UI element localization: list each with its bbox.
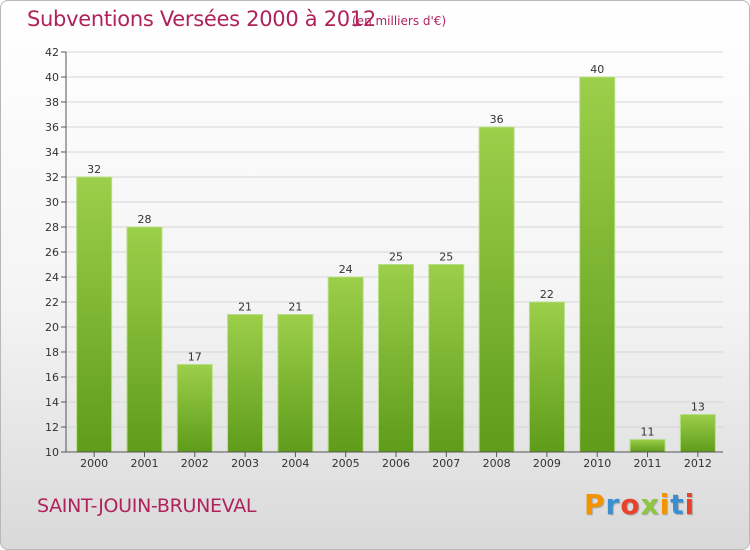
y-tick-label: 14 (45, 396, 59, 409)
bar-value-label: 22 (540, 288, 554, 301)
bar-value-label: 25 (439, 251, 453, 264)
bar-value-label: 11 (641, 426, 655, 439)
logo-letter: t (670, 488, 685, 521)
bar-2001 (126, 226, 163, 453)
y-tick-label: 34 (45, 146, 59, 159)
bar-2003 (227, 314, 264, 453)
y-tick-label: 38 (45, 96, 59, 109)
bar-value-label: 21 (288, 301, 302, 314)
x-tick-label: 2009 (533, 457, 561, 470)
bar-2009 (528, 301, 565, 453)
y-tick-label: 30 (45, 196, 59, 209)
bar-value-label: 24 (339, 263, 353, 276)
x-tick-label: 2011 (634, 457, 662, 470)
bar-2011 (629, 439, 666, 453)
bar-2010 (579, 76, 616, 453)
bar-2006 (378, 264, 414, 453)
x-tick-label: 2010 (583, 457, 611, 470)
y-tick-label: 12 (45, 421, 59, 434)
logo-letter: r (605, 488, 621, 521)
x-tick-label: 2000 (80, 457, 108, 470)
bar-value-label: 32 (87, 163, 101, 176)
y-tick-label: 40 (45, 71, 59, 84)
commune-name: SAINT-JOUIN-BRUNEVAL (37, 495, 257, 517)
bar-2005 (327, 276, 364, 453)
bar-2012 (679, 414, 716, 453)
y-tick-label: 26 (45, 246, 59, 259)
bar-value-label: 40 (590, 63, 604, 76)
x-tick-label: 2001 (130, 457, 158, 470)
y-tick-label: 32 (45, 171, 59, 184)
x-tick-label: 2002 (181, 457, 209, 470)
x-tick-label: 2005 (332, 457, 360, 470)
bar-value-label: 36 (490, 113, 504, 126)
bar-2000 (76, 176, 113, 453)
y-tick-label: 16 (45, 371, 59, 384)
bar-2004 (277, 314, 314, 453)
logo-letter: i (684, 488, 696, 521)
bar-value-label: 13 (691, 401, 705, 414)
chart-subtitle: (en milliers d'€) (352, 14, 447, 28)
logo-letter: P (584, 488, 606, 521)
proxiti-logo: Proxiti (584, 488, 695, 521)
y-tick-label: 18 (45, 346, 59, 359)
chart-title: Subventions Versées 2000 à 2012 (27, 7, 376, 31)
y-tick-label: 42 (45, 46, 59, 59)
y-tick-label: 10 (45, 446, 59, 459)
y-tick-label: 28 (45, 221, 59, 234)
x-tick-label: 2003 (231, 457, 259, 470)
bar-value-label: 25 (389, 251, 403, 264)
bar-2008 (478, 126, 515, 453)
y-tick-label: 36 (45, 121, 59, 134)
x-tick-label: 2012 (684, 457, 712, 470)
y-tick-label: 20 (45, 321, 59, 334)
bar-value-label: 28 (137, 213, 151, 226)
x-tick-label: 2004 (281, 457, 309, 470)
y-tick-label: 24 (45, 271, 59, 284)
x-tick-label: 2008 (483, 457, 511, 470)
bar-value-label: 17 (188, 351, 202, 364)
logo-letter: x (640, 488, 660, 521)
logo-letter: i (659, 488, 671, 521)
y-tick-label: 22 (45, 296, 59, 309)
logo-letter: o (620, 488, 641, 521)
bar-2007 (428, 264, 465, 453)
bar-value-label: 21 (238, 301, 252, 314)
bar-2002 (176, 364, 213, 453)
x-tick-label: 2006 (382, 457, 410, 470)
x-tick-label: 2007 (432, 457, 460, 470)
